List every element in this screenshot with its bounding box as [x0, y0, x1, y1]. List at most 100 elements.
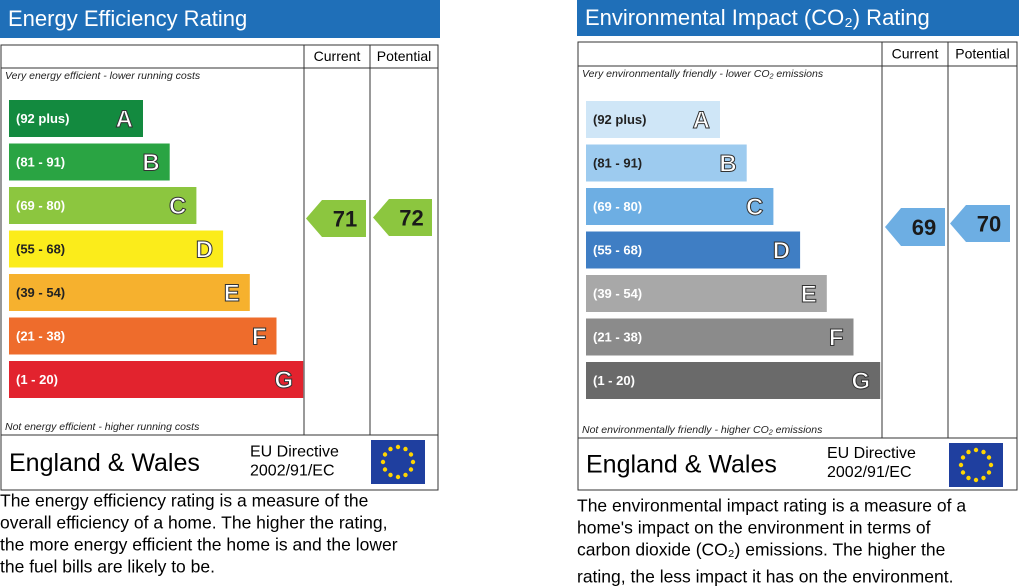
- title-bar: [0, 0, 440, 38]
- rating-band: [9, 274, 250, 311]
- band-letter: E: [224, 280, 240, 307]
- band-letter: G: [852, 368, 871, 395]
- eu-star: [380, 459, 386, 465]
- rating-value: 70: [977, 211, 1001, 236]
- rating-band: [9, 187, 197, 224]
- band-range: (39 - 54): [593, 286, 642, 301]
- eu-star: [973, 447, 979, 453]
- band-range: (81 - 91): [16, 154, 65, 169]
- rating-band: [9, 100, 143, 137]
- rating-band: [586, 362, 881, 399]
- band-range: (69 - 80): [593, 199, 642, 214]
- column-header: Current: [314, 48, 361, 64]
- band-range: (1 - 20): [16, 372, 58, 387]
- band-range: (1 - 20): [593, 373, 635, 388]
- region: England & Wales: [9, 449, 200, 477]
- band-letter: D: [196, 236, 213, 263]
- description: The energy efficiency rating is a measur…: [0, 491, 368, 511]
- band-range: (55 - 68): [16, 241, 65, 256]
- directive: 2002/91/EC: [827, 464, 912, 481]
- band-letter: C: [169, 193, 186, 220]
- bottom-note: Not environmentally friendly - higher CO…: [582, 424, 823, 436]
- band-range: (69 - 80): [16, 198, 65, 213]
- column-header: Current: [892, 46, 939, 62]
- description: overall efficiency of a home. The higher…: [0, 513, 388, 533]
- eu-star: [388, 446, 393, 452]
- eu-star: [388, 472, 393, 478]
- band-range: (21 - 38): [16, 328, 65, 343]
- band-letter: B: [142, 149, 159, 176]
- eu-star: [403, 446, 408, 452]
- eu-star: [410, 459, 416, 465]
- eu-star: [981, 449, 986, 455]
- directive: EU Directive: [827, 445, 916, 462]
- rating-band: [586, 318, 854, 356]
- column-header: Potential: [377, 48, 431, 64]
- eu-star: [966, 449, 971, 455]
- rating-arrow: [885, 208, 945, 246]
- band-range: (55 - 68): [593, 242, 642, 257]
- eu-star: [986, 470, 992, 475]
- band-letter: A: [693, 107, 710, 134]
- rating-arrow: [306, 200, 366, 237]
- band-range: (81 - 91): [593, 155, 642, 170]
- band-range: (92 plus): [593, 112, 646, 127]
- eu-star: [960, 470, 966, 475]
- bottom-note: Not energy efficient - higher running co…: [5, 421, 200, 433]
- band-range: (39 - 54): [16, 285, 65, 300]
- band-range: (92 plus): [16, 111, 69, 126]
- band-letter: B: [719, 150, 736, 177]
- description: rating, the less impact it has on the en…: [577, 567, 953, 587]
- eu-star: [382, 467, 388, 472]
- band-range: (21 - 38): [593, 329, 642, 344]
- eu-star: [966, 475, 971, 481]
- rating-value: 72: [399, 205, 423, 230]
- band-letter: F: [252, 323, 267, 350]
- eu-star: [960, 455, 966, 460]
- directive: 2002/91/EC: [250, 463, 335, 480]
- eu-star: [395, 474, 401, 480]
- eu-star: [988, 462, 994, 468]
- rating-band: [9, 361, 304, 398]
- description: The environmental impact rating is a mea…: [577, 496, 966, 516]
- title-bar: [577, 0, 1019, 36]
- band-letter: E: [801, 281, 817, 308]
- description: the more energy efficient the home is an…: [0, 535, 398, 555]
- band-letter: F: [829, 324, 844, 351]
- directive: EU Directive: [250, 444, 339, 461]
- eu-star: [395, 444, 401, 450]
- rating-band: [9, 230, 224, 268]
- eu-star: [981, 475, 986, 481]
- column-header: Potential: [955, 46, 1009, 62]
- rating-value: 69: [912, 215, 936, 240]
- rating-value: 71: [333, 206, 357, 231]
- top-note: Very energy efficient - lower running co…: [5, 70, 201, 82]
- band-letter: D: [773, 237, 790, 264]
- rating-band: [586, 275, 827, 312]
- eu-star: [986, 455, 992, 460]
- eu-star: [408, 467, 414, 472]
- table-border: [0, 44, 439, 491]
- rating-band: [9, 143, 170, 181]
- rating-band: [586, 144, 747, 182]
- rating-band: [9, 317, 277, 355]
- region: England & Wales: [586, 451, 777, 479]
- eu-star: [958, 462, 964, 468]
- band-letter: A: [116, 106, 133, 133]
- eu-star: [382, 452, 388, 457]
- eu-star: [973, 477, 979, 483]
- band-letter: G: [275, 367, 294, 394]
- description: home's impact on the environment in term…: [577, 518, 931, 538]
- description: the fuel bills are likely to be.: [0, 557, 215, 577]
- rating-band: [586, 231, 801, 269]
- rating-arrow: [373, 199, 432, 236]
- rating-arrow: [950, 205, 1010, 242]
- top-note: Very environmentally friendly - lower CO…: [582, 68, 824, 80]
- table-border: [577, 41, 1018, 491]
- band-letter: C: [746, 194, 763, 221]
- eu-star: [403, 472, 408, 478]
- description: carbon dioxide (CO₂) emissions. The high…: [577, 540, 945, 560]
- rating-band: [586, 101, 720, 138]
- rating-band: [586, 188, 774, 225]
